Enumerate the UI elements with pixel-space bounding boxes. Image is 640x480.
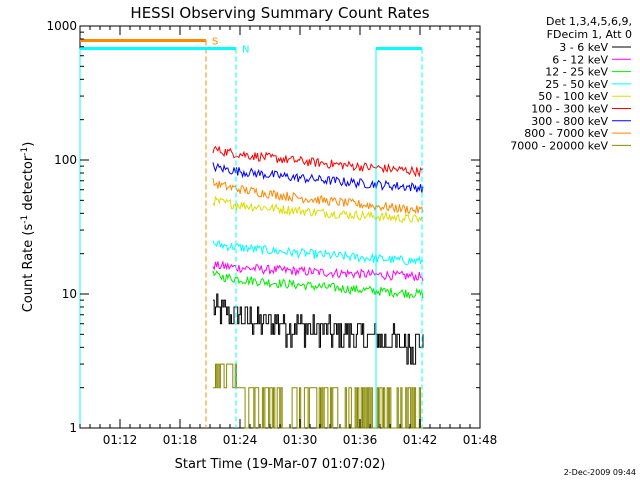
x-axis: 01:12 01:18 01:24 01:30 01:36 01:42 01:48: [79, 26, 498, 447]
x-tick-label: 01:48: [463, 433, 498, 447]
series-line-6: [212, 145, 424, 178]
plot-frame: [79, 25, 481, 429]
series-layer: [212, 145, 424, 429]
x-axis-label: Start Time (19-Mar-07 01:07:02): [175, 457, 386, 472]
series-line-7: [212, 162, 424, 193]
legend-label-7: 300 - 800 keV: [531, 115, 608, 128]
y-axis-label-sup-1: -1: [20, 215, 30, 224]
y-tick-label: 1000: [46, 19, 77, 33]
legend-label-6: 100 - 300 keV: [531, 103, 608, 116]
x-tick-label: 01:24: [223, 433, 258, 447]
y-tick-label: 10: [62, 287, 77, 301]
y-axis-label: Count Rate (s-1 detector-1): [20, 142, 36, 313]
legend-label-2: 6 - 12 keV: [552, 53, 608, 66]
y-axis: 1 10 100 1000: [46, 19, 480, 435]
y-tick-label: 100: [54, 153, 77, 167]
x-tick-label: 01:18: [163, 433, 198, 447]
y-tick-label: 1: [69, 421, 77, 435]
series-line-2: [212, 260, 424, 281]
legend-label-4: 25 - 50 keV: [545, 78, 608, 91]
footer-date: 2-Dec-2009 09:44: [564, 468, 636, 477]
series-line-4: [212, 240, 424, 266]
legend-header-line-1: Det 1,3,4,5,6,9,: [546, 15, 632, 28]
markers-layer: SN: [79, 36, 423, 428]
series-line-8: [212, 178, 424, 215]
series-line-1: [213, 293, 424, 365]
x-tick-label: 01:42: [403, 433, 438, 447]
legend-label-3: 12 - 25 keV: [545, 66, 608, 79]
legend-label-8: 800 - 7000 keV: [524, 127, 608, 140]
chart-title: HESSI Observing Summary Count Rates: [130, 4, 429, 22]
series-line-5: [212, 195, 424, 224]
series-line-3: [212, 270, 424, 300]
y-axis-label-main: Count Rate (s: [21, 224, 36, 313]
legend: Det 1,3,4,5,6,9, FDecim 1, Att 0 3 - 6 k…: [510, 15, 632, 152]
y-axis-label-mid: detector: [21, 155, 36, 215]
plot-border: [79, 25, 481, 429]
y-axis-label-sup-2: -1: [20, 147, 30, 156]
marker-label-s: S: [212, 36, 218, 47]
x-tick-label: 01:30: [283, 433, 318, 447]
series-line-9: [213, 363, 423, 429]
legend-label-5: 50 - 100 keV: [538, 90, 608, 103]
marker-label-n: N: [242, 44, 249, 55]
x-tick-label: 01:36: [343, 433, 378, 447]
legend-header-line-2: FDecim 1, Att 0: [547, 28, 632, 41]
y-axis-label-end: ): [21, 142, 36, 147]
legend-label-9: 7000 - 20000 keV: [510, 139, 608, 152]
x-tick-label: 01:12: [103, 433, 138, 447]
legend-label-1: 3 - 6 keV: [559, 41, 608, 54]
